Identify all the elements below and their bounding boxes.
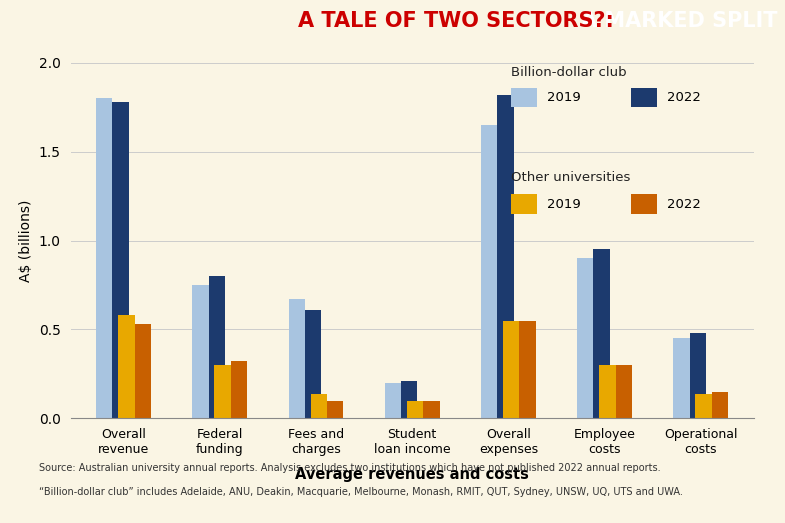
- Bar: [577, 258, 593, 418]
- Bar: [423, 401, 440, 418]
- Bar: [593, 249, 610, 418]
- Text: 2019: 2019: [547, 198, 581, 211]
- Bar: [119, 315, 134, 418]
- Text: 2022: 2022: [667, 198, 701, 211]
- Bar: [599, 365, 615, 418]
- Bar: [520, 321, 535, 418]
- Y-axis label: A$ (billions): A$ (billions): [20, 199, 34, 282]
- Text: Billion-dollar club: Billion-dollar club: [511, 66, 626, 79]
- Bar: [134, 324, 151, 418]
- Bar: [615, 365, 632, 418]
- Text: 2022: 2022: [667, 91, 701, 104]
- Bar: [407, 401, 423, 418]
- Bar: [327, 401, 343, 418]
- Text: Other universities: Other universities: [511, 171, 630, 184]
- Text: Source: Australian university annual reports. Analysis excludes two institutions: Source: Australian university annual rep…: [39, 463, 661, 473]
- Bar: [214, 365, 231, 418]
- Bar: [209, 276, 225, 418]
- Bar: [674, 338, 690, 418]
- Text: 2019: 2019: [547, 91, 581, 104]
- Bar: [192, 285, 209, 418]
- Bar: [231, 361, 247, 418]
- FancyBboxPatch shape: [630, 195, 656, 214]
- Bar: [385, 383, 401, 418]
- Bar: [503, 321, 520, 418]
- FancyBboxPatch shape: [630, 88, 656, 107]
- Bar: [497, 95, 513, 418]
- Bar: [690, 333, 706, 418]
- Bar: [481, 125, 497, 418]
- FancyBboxPatch shape: [511, 195, 537, 214]
- Text: A TALE OF TWO SECTORS?:: A TALE OF TWO SECTORS?:: [298, 12, 622, 31]
- Bar: [712, 392, 728, 418]
- Bar: [305, 310, 321, 418]
- Text: A MARKED SPLIT: A MARKED SPLIT: [581, 12, 777, 31]
- Bar: [289, 299, 305, 418]
- Text: “Billion-dollar club” includes Adelaide, ANU, Deakin, Macquarie, Melbourne, Mona: “Billion-dollar club” includes Adelaide,…: [39, 487, 683, 497]
- X-axis label: Average revenues and costs: Average revenues and costs: [295, 467, 529, 482]
- Bar: [401, 381, 418, 418]
- Bar: [96, 98, 112, 418]
- FancyBboxPatch shape: [511, 88, 537, 107]
- Bar: [112, 102, 129, 418]
- Bar: [696, 393, 712, 418]
- Bar: [311, 393, 327, 418]
